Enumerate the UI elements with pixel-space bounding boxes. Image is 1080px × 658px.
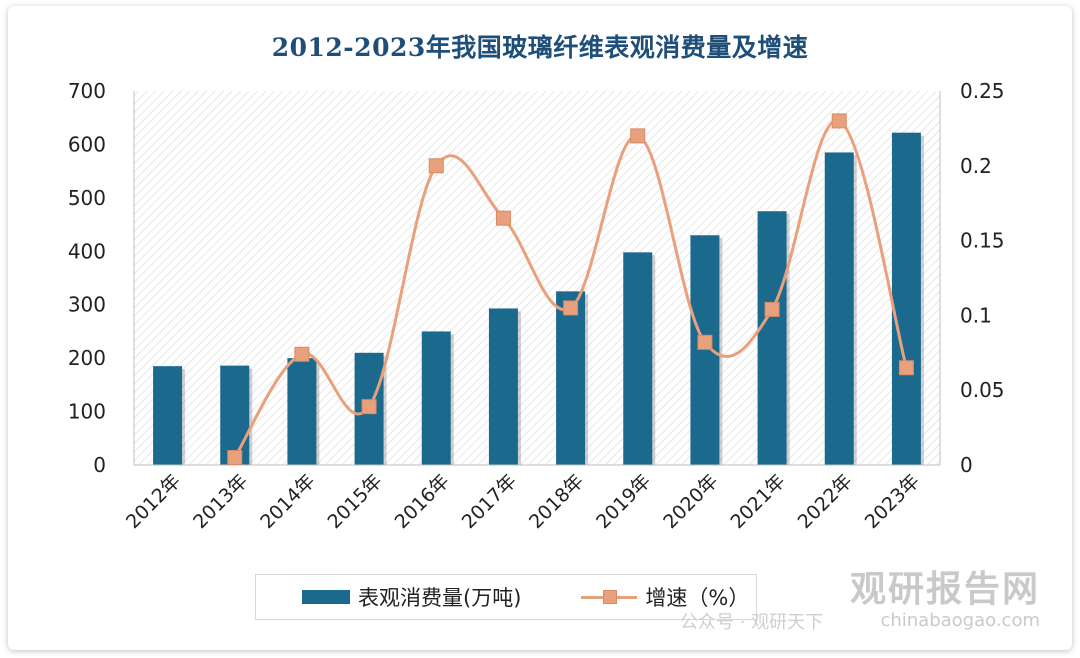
growth-point xyxy=(227,450,243,466)
y-tick-right: 0 xyxy=(960,453,973,477)
growth-point xyxy=(294,346,310,362)
growth-point xyxy=(630,128,646,144)
x-tick-label: 2012年 xyxy=(122,470,185,533)
growth-point xyxy=(898,360,914,376)
y-tick-left: 200 xyxy=(68,346,106,370)
bar xyxy=(891,132,921,465)
x-tick-label: 2023年 xyxy=(861,470,924,533)
y-tick-left: 400 xyxy=(68,239,106,263)
x-tick-label: 2020年 xyxy=(659,470,722,533)
growth-point xyxy=(563,300,579,316)
growth-point xyxy=(764,301,780,317)
y-tick-left: 100 xyxy=(68,400,106,424)
growth-point xyxy=(831,113,847,129)
chart-title: 2012-2023年我国玻璃纤维表观消费量及增速 xyxy=(271,33,809,62)
watermark-brand: 观研报告网 xyxy=(849,569,1040,610)
y-tick-right: 0.15 xyxy=(960,229,1005,253)
legend-line-swatch xyxy=(581,590,638,604)
x-tick-label: 2022年 xyxy=(794,470,857,533)
legend-bar-swatch xyxy=(302,590,350,604)
bar xyxy=(488,308,518,465)
growth-point xyxy=(428,158,444,174)
growth-point xyxy=(495,210,511,226)
y-tick-left: 600 xyxy=(68,132,106,156)
x-tick-label: 2013年 xyxy=(189,470,252,533)
x-tick-label: 2017年 xyxy=(458,470,521,533)
x-tick-label: 2018年 xyxy=(525,470,588,533)
watermark-url: chinabaogao.com xyxy=(880,610,1040,631)
y-tick-left: 0 xyxy=(93,453,106,477)
bar xyxy=(287,358,317,465)
x-tick-label: 2014年 xyxy=(256,470,319,533)
bar xyxy=(690,235,720,465)
watermark: 观研报告网 chinabaogao.com 公众号 · 观研天下 xyxy=(680,560,1040,633)
y-tick-right: 0.2 xyxy=(960,154,992,178)
bar xyxy=(421,331,451,465)
growth-point xyxy=(697,334,713,350)
y-tick-right: 0.05 xyxy=(960,378,1005,402)
legend-item-consumption: 表观消费量(万吨) xyxy=(302,582,521,612)
x-tick-label: 2019年 xyxy=(592,470,655,533)
bar xyxy=(824,152,854,465)
legend-label-growth: 增速（%） xyxy=(645,586,750,610)
x-tick-label: 2021年 xyxy=(726,470,789,533)
bar xyxy=(153,366,183,465)
watermark-sub: 公众号 · 观研天下 xyxy=(679,612,824,633)
legend: 表观消费量(万吨) 增速（%） xyxy=(255,574,757,620)
y-tick-right: 0.1 xyxy=(960,303,992,327)
bar xyxy=(220,365,250,465)
bar xyxy=(623,252,653,465)
y-tick-left: 300 xyxy=(68,293,106,317)
x-tick-label: 2016年 xyxy=(391,470,454,533)
legend-label-consumption: 表观消费量(万吨) xyxy=(358,586,522,610)
bar xyxy=(556,291,586,465)
y-tick-left: 700 xyxy=(68,79,106,103)
x-tick-label: 2015年 xyxy=(323,470,386,533)
y-tick-right: 0.25 xyxy=(960,79,1005,103)
legend-item-growth: 增速（%） xyxy=(581,582,749,612)
growth-point xyxy=(361,399,377,415)
y-tick-left: 500 xyxy=(68,186,106,210)
bar xyxy=(757,211,787,465)
